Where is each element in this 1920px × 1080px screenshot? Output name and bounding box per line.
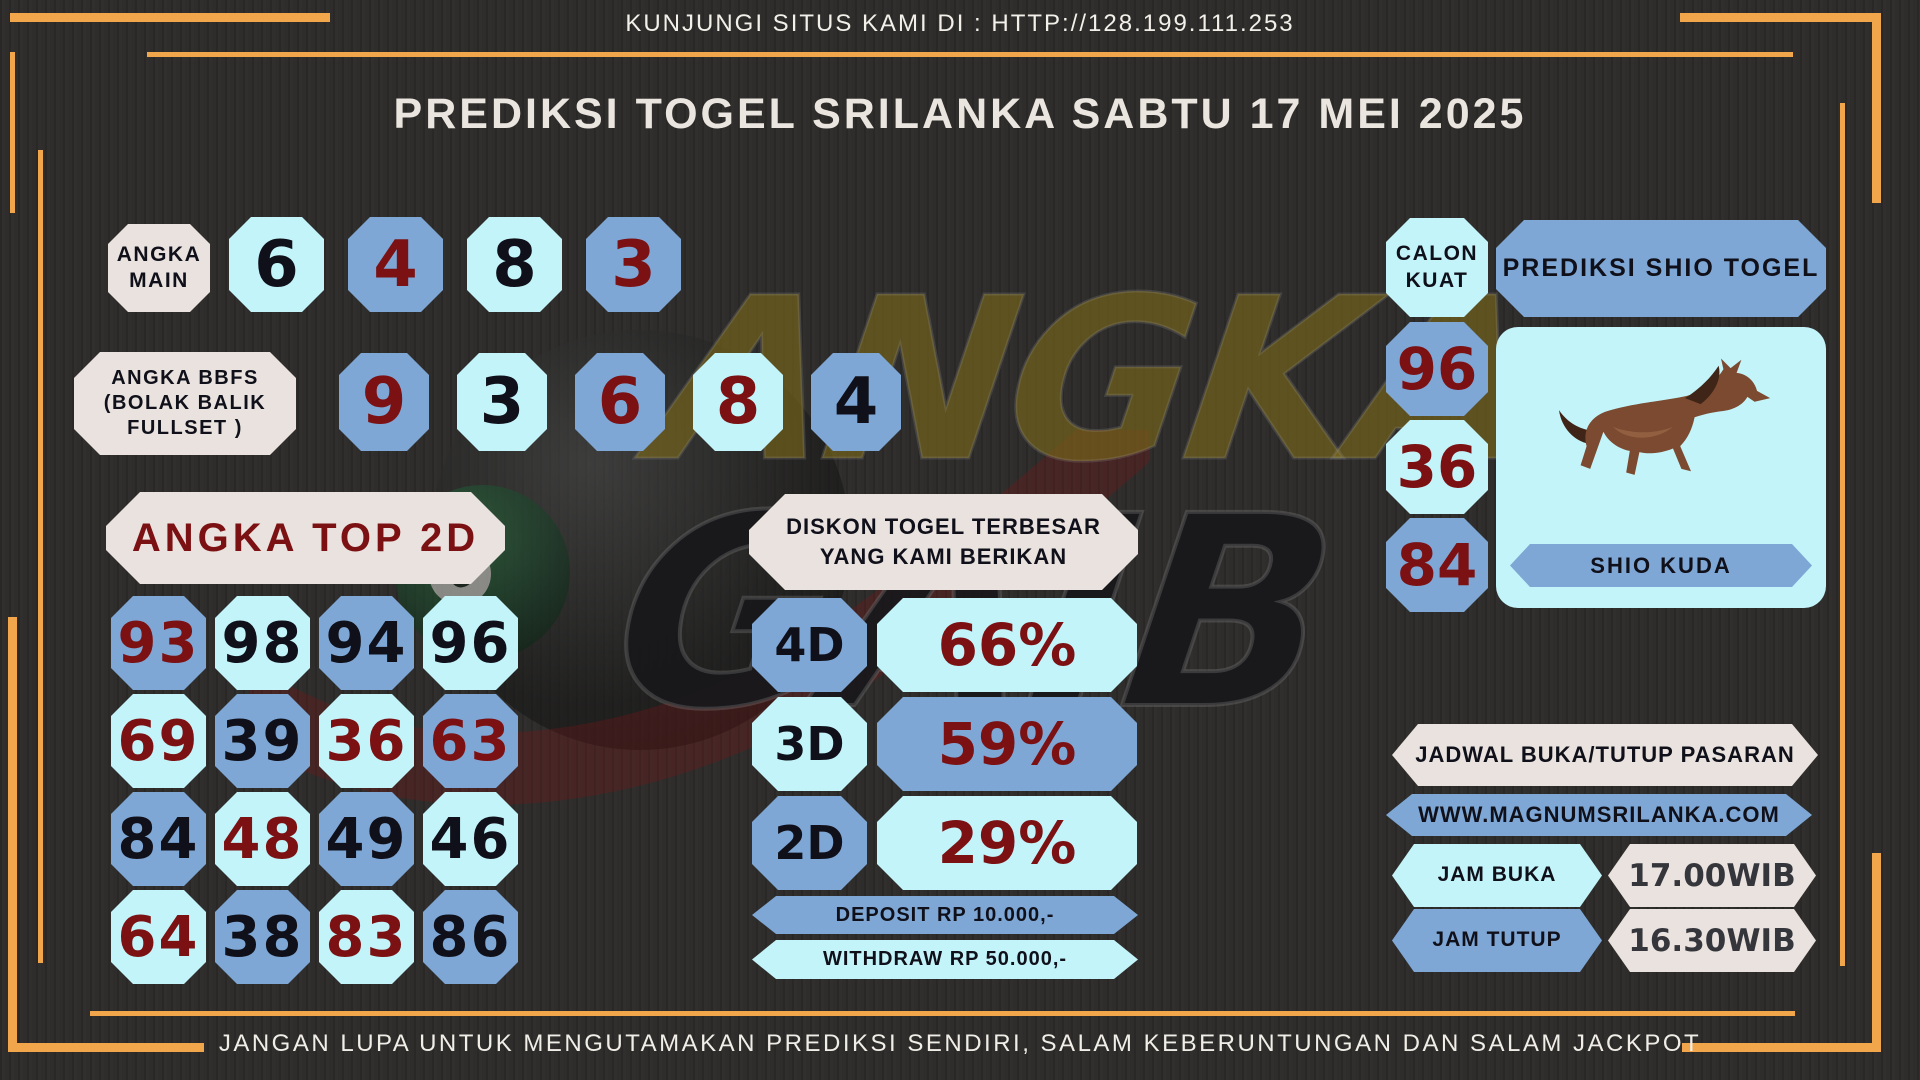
frame-bar-bottom-right-vertical bbox=[1872, 853, 1881, 1052]
jam-buka-label: JAM BUKA bbox=[1392, 844, 1602, 907]
footer-note: JANGAN LUPA UNTUK MENGUTAMAKAN PREDIKSI … bbox=[218, 1030, 1702, 1057]
withdraw-text: WITHDRAW RP 50.000,- bbox=[822, 948, 1068, 970]
angka-main-label-line1: ANGKA bbox=[116, 242, 202, 266]
angka-bbfs-digit: 8 bbox=[693, 353, 783, 451]
angka-main-digit: 3 bbox=[586, 217, 681, 312]
diskon-title-line2: YANG KAMI BERIKAN bbox=[819, 544, 1068, 569]
angka-bbfs-digit: 9 bbox=[339, 353, 429, 451]
calon-kuat-label-line2: KUAT bbox=[1405, 268, 1469, 292]
deposit-text: DEPOSIT RP 10.000,- bbox=[835, 903, 1055, 926]
jam-tutup-text: JAM TUTUP bbox=[1432, 928, 1562, 952]
jadwal-title-banner: JADWAL BUKA/TUTUP PASARAN bbox=[1392, 724, 1818, 786]
angka-bbfs-label: ANGKA BBFS (BOLAK BALIK FULLSET ) bbox=[74, 352, 296, 455]
horse-icon bbox=[1559, 358, 1771, 475]
diskon-3d-label: 3D bbox=[752, 697, 867, 791]
top2d-cell: 94 bbox=[319, 596, 414, 690]
calon-kuat-label: CALON KUAT bbox=[1386, 218, 1488, 317]
frame-line-bottom bbox=[90, 1011, 1795, 1016]
diskon-4d-label: 4D bbox=[752, 598, 867, 692]
page-title: PREDIKSI TOGEL SRILANKA SABTU 17 MEI 202… bbox=[393, 90, 1527, 138]
top2d-cell: 69 bbox=[111, 694, 206, 788]
top2d-cell: 84 bbox=[111, 792, 206, 886]
deposit-banner: DEPOSIT RP 10.000,- bbox=[752, 896, 1138, 934]
frame-bar-top-right-vertical bbox=[1872, 13, 1881, 203]
jam-buka-value: 17.00WIB bbox=[1608, 844, 1816, 907]
shio-name-banner: SHIO KUDA bbox=[1510, 544, 1812, 587]
angka-bbfs-label-line2: (BOLAK BALIK bbox=[103, 392, 267, 414]
top2d-cell: 39 bbox=[215, 694, 310, 788]
top2d-cell: 83 bbox=[319, 890, 414, 984]
top2d-cell: 49 bbox=[319, 792, 414, 886]
top2d-cell: 63 bbox=[423, 694, 518, 788]
top2d-cell: 64 bbox=[111, 890, 206, 984]
jam-buka-text: JAM BUKA bbox=[1437, 863, 1557, 887]
angka-bbfs-label-line3: FULLSET ) bbox=[127, 417, 243, 439]
frame-line-top bbox=[147, 52, 1793, 57]
diskon-2d-label: 2D bbox=[752, 796, 867, 890]
shio-header-text: PREDIKSI SHIO TOGEL bbox=[1502, 254, 1820, 282]
shio-name-text: SHIO KUDA bbox=[1590, 552, 1732, 578]
angka-top-2d-banner: ANGKA TOP 2D bbox=[106, 492, 505, 584]
top2d-cell: 96 bbox=[423, 596, 518, 690]
jadwal-title-text: JADWAL BUKA/TUTUP PASARAN bbox=[1415, 742, 1795, 768]
site-url-banner[interactable]: KUNJUNGI SITUS KAMI DI : HTTP://128.199.… bbox=[625, 10, 1295, 37]
top2d-cell: 86 bbox=[423, 890, 518, 984]
jam-buka-time: 17.00WIB bbox=[1628, 857, 1796, 894]
jam-tutup-time: 16.30WIB bbox=[1628, 922, 1796, 959]
diskon-2d-value: 29% bbox=[877, 796, 1137, 890]
diskon-banner: DISKON TOGEL TERBESAR YANG KAMI BERIKAN bbox=[749, 494, 1138, 590]
angka-bbfs-digit: 4 bbox=[811, 353, 901, 451]
calon-kuat-number: 36 bbox=[1386, 420, 1488, 514]
frame-bar-top-left bbox=[10, 13, 330, 22]
angka-bbfs-digit: 3 bbox=[457, 353, 547, 451]
top2d-cell: 38 bbox=[215, 890, 310, 984]
diskon-4d-value: 66% bbox=[877, 598, 1137, 692]
top2d-cell: 48 bbox=[215, 792, 310, 886]
website-text: WWW.MAGNUMSRILANKA.COM bbox=[1418, 802, 1780, 828]
diskon-3d-value: 59% bbox=[877, 697, 1137, 791]
angka-main-digit: 6 bbox=[229, 217, 324, 312]
top2d-cell: 46 bbox=[423, 792, 518, 886]
angka-main-label-line2: MAIN bbox=[129, 269, 189, 292]
angka-top-2d-grid: 93 98 94 96 69 39 36 63 84 48 49 46 64 3… bbox=[111, 596, 518, 984]
diskon-title-line1: DISKON TOGEL TERBESAR bbox=[786, 514, 1101, 540]
frame-line-left-inner bbox=[38, 150, 43, 963]
top2d-cell: 98 bbox=[215, 596, 310, 690]
angka-bbfs-label-line1: ANGKA BBFS bbox=[111, 367, 259, 389]
frame-line-right-inner bbox=[1840, 103, 1845, 966]
jam-tutup-label: JAM TUTUP bbox=[1392, 909, 1602, 972]
frame-line-left-outer bbox=[10, 52, 15, 213]
angka-bbfs-digit: 6 bbox=[575, 353, 665, 451]
top2d-cell: 36 bbox=[319, 694, 414, 788]
shio-panel: SHIO KUDA bbox=[1496, 327, 1826, 608]
angka-main-label: ANGKA MAIN bbox=[108, 224, 210, 312]
frame-bar-top-right bbox=[1680, 13, 1881, 22]
calon-kuat-number: 96 bbox=[1386, 322, 1488, 416]
top2d-cell: 93 bbox=[111, 596, 206, 690]
shio-header-banner: PREDIKSI SHIO TOGEL bbox=[1496, 220, 1826, 317]
calon-kuat-number: 84 bbox=[1386, 518, 1488, 612]
angka-main-digit: 4 bbox=[348, 217, 443, 312]
frame-bar-bottom-right bbox=[1682, 1043, 1881, 1052]
angka-main-digit: 8 bbox=[467, 217, 562, 312]
website-banner[interactable]: WWW.MAGNUMSRILANKA.COM bbox=[1386, 794, 1812, 836]
frame-bar-bottom-left bbox=[8, 1043, 204, 1052]
withdraw-banner: WITHDRAW RP 50.000,- bbox=[752, 940, 1138, 979]
angka-top-2d-title: ANGKA TOP 2D bbox=[131, 515, 480, 560]
frame-bar-bottom-left-vertical bbox=[8, 617, 17, 1052]
calon-kuat-label-line1: CALON bbox=[1395, 242, 1479, 266]
jam-tutup-value: 16.30WIB bbox=[1608, 909, 1816, 972]
